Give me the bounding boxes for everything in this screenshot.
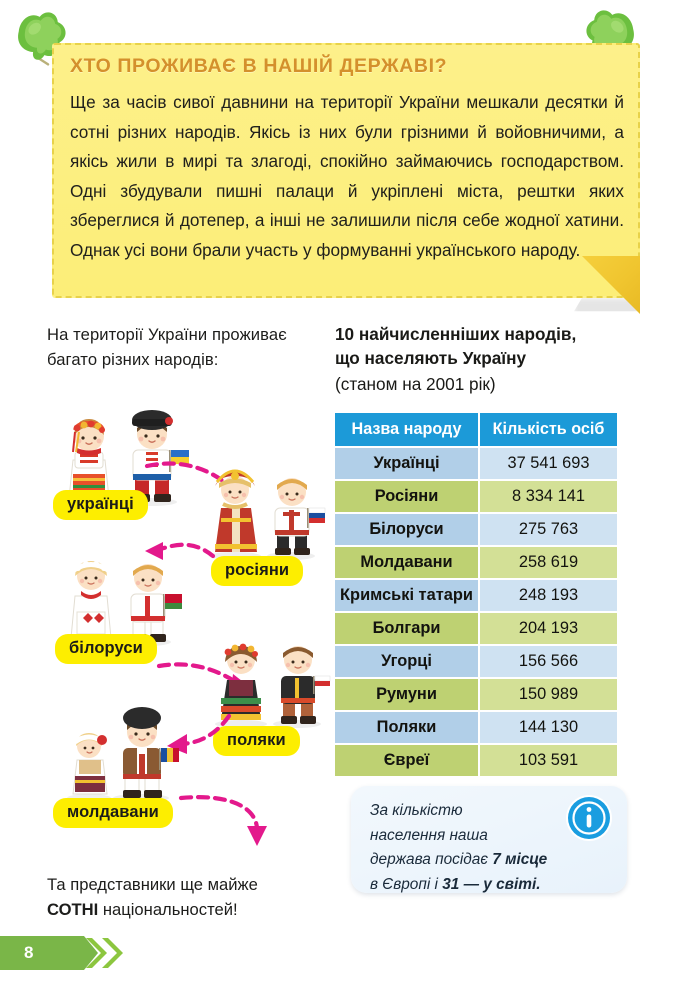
- cell-people-name: Угорці: [335, 646, 480, 677]
- table-row: Кримські татари 248 193: [335, 580, 617, 611]
- column-header-count: Кількість осіб: [480, 413, 617, 446]
- callout-line-4-c: — у світі.: [459, 875, 541, 893]
- note-background: [52, 43, 640, 298]
- note-fold-shadow: [574, 298, 640, 312]
- table-header-row: Назва народу Кількість осіб: [335, 413, 617, 446]
- peoples-diagram: українці: [47, 386, 331, 846]
- flag-poland: [313, 675, 331, 694]
- cell-people-count: 156 566: [480, 646, 617, 677]
- label-moldovans: молдавани: [53, 798, 173, 828]
- table-heading-line-1: 10 найчисленніших народів,: [335, 324, 577, 344]
- cell-people-name: Поляки: [335, 712, 480, 743]
- arrow-moldovans-to-bottom: [178, 795, 267, 846]
- left-column: На території України прожи­ває багато рі…: [47, 322, 331, 846]
- note-title: ХТО ПРОЖИВАЄ В НАШІЙ ДЕРЖАВІ?: [70, 55, 448, 77]
- table-row: Білоруси 275 763: [335, 514, 617, 545]
- table-row: Молдавани 258 619: [335, 547, 617, 578]
- page-number-banner: 8: [0, 936, 136, 970]
- bottom-note: Та представники ще майже СОТНІ національ…: [47, 872, 337, 922]
- cell-people-name: Євреї: [335, 745, 480, 776]
- callout-line-3-a: держава посідає: [370, 851, 493, 868]
- info-icon: [565, 794, 613, 842]
- cell-people-count: 8 334 141: [480, 481, 617, 512]
- table-head: Назва народу Кількість осіб: [335, 413, 617, 446]
- label-ukrainians: українці: [53, 490, 148, 520]
- bottom-note-line-2: національностей!: [102, 900, 238, 919]
- cell-people-count: 150 989: [480, 679, 617, 710]
- callout-text: За кількістю населення наша держава посі…: [370, 799, 598, 897]
- table-row: Росіяни 8 334 141: [335, 481, 617, 512]
- cell-people-name: Молдавани: [335, 547, 480, 578]
- cell-people-count: 37 541 693: [480, 448, 617, 479]
- callout-line-3-b: 7 місце: [492, 851, 548, 868]
- cell-people-count: 248 193: [480, 580, 617, 611]
- table-row: Угорці 156 566: [335, 646, 617, 677]
- flag-ukraine: [169, 450, 189, 472]
- figure-belarusians: BELARUS: [53, 536, 183, 648]
- table-row: Румуни 150 989: [335, 679, 617, 710]
- callout-line-4-a: в Європі і: [370, 875, 443, 893]
- cell-people-name: Українці: [335, 448, 480, 479]
- flag-russia: [307, 507, 326, 528]
- table-heading-line-3: (станом на 2001 рік): [335, 374, 496, 394]
- cell-people-name: Білоруси: [335, 514, 480, 545]
- table-heading-line-2: що населяють Україну: [335, 348, 527, 368]
- intro-note-card: ХТО ПРОЖИВАЄ В НАШІЙ ДЕРЖАВІ? Ще за часі…: [52, 43, 640, 314]
- callout-line-4-b: 31: [442, 875, 460, 893]
- callout-line-1: За кількістю: [370, 802, 463, 819]
- bottom-note-bold: СОТНІ: [47, 900, 99, 919]
- left-lead-text: На території України прожи­ває багато рі…: [47, 325, 287, 369]
- table-body: Українці 37 541 693 Росіяни 8 334 141 Білору…: [335, 448, 617, 776]
- table-row: Українці 37 541 693: [335, 448, 617, 479]
- cell-people-count: 204 193: [480, 613, 617, 644]
- column-header-name: Назва народу: [335, 413, 480, 446]
- cell-people-name: Росіяни: [335, 481, 480, 512]
- bottom-note-line-1: Та представники ще майже: [47, 875, 258, 894]
- callout-line-2: населення наша: [370, 826, 488, 844]
- cell-people-name: Румуни: [335, 679, 480, 710]
- cell-people-name: Кримські татари: [335, 580, 480, 611]
- flag-belarus: [163, 594, 182, 616]
- population-table: Назва народу Кількість осіб Українці 37 5…: [335, 411, 617, 778]
- figure-poles: [203, 622, 331, 730]
- cell-people-count: 275 763: [480, 514, 617, 545]
- note-body: Ще за часів сивої давнини на території У…: [70, 92, 624, 260]
- table-row: Євреї 103 591: [335, 745, 617, 776]
- info-callout: За кількістю населення наша держава посі…: [351, 786, 627, 893]
- label-russians: росіяни: [211, 556, 304, 586]
- table-row: Болгари 204 193: [335, 613, 617, 644]
- page-number: 8: [24, 943, 34, 962]
- cell-people-count: 103 591: [480, 745, 617, 776]
- cell-people-name: Болгари: [335, 613, 480, 644]
- flag-moldova: [159, 748, 179, 770]
- figure-russians: [199, 452, 329, 562]
- right-column: 10 найчисленніших народів, що населяють …: [335, 322, 627, 778]
- table-row: Поляки 144 130: [335, 712, 617, 743]
- figure-moldovans: [57, 694, 185, 804]
- cell-people-count: 144 130: [480, 712, 617, 743]
- cell-people-count: 258 619: [480, 547, 617, 578]
- label-belarusians: білоруси: [55, 634, 157, 664]
- label-poles: поляки: [213, 726, 300, 756]
